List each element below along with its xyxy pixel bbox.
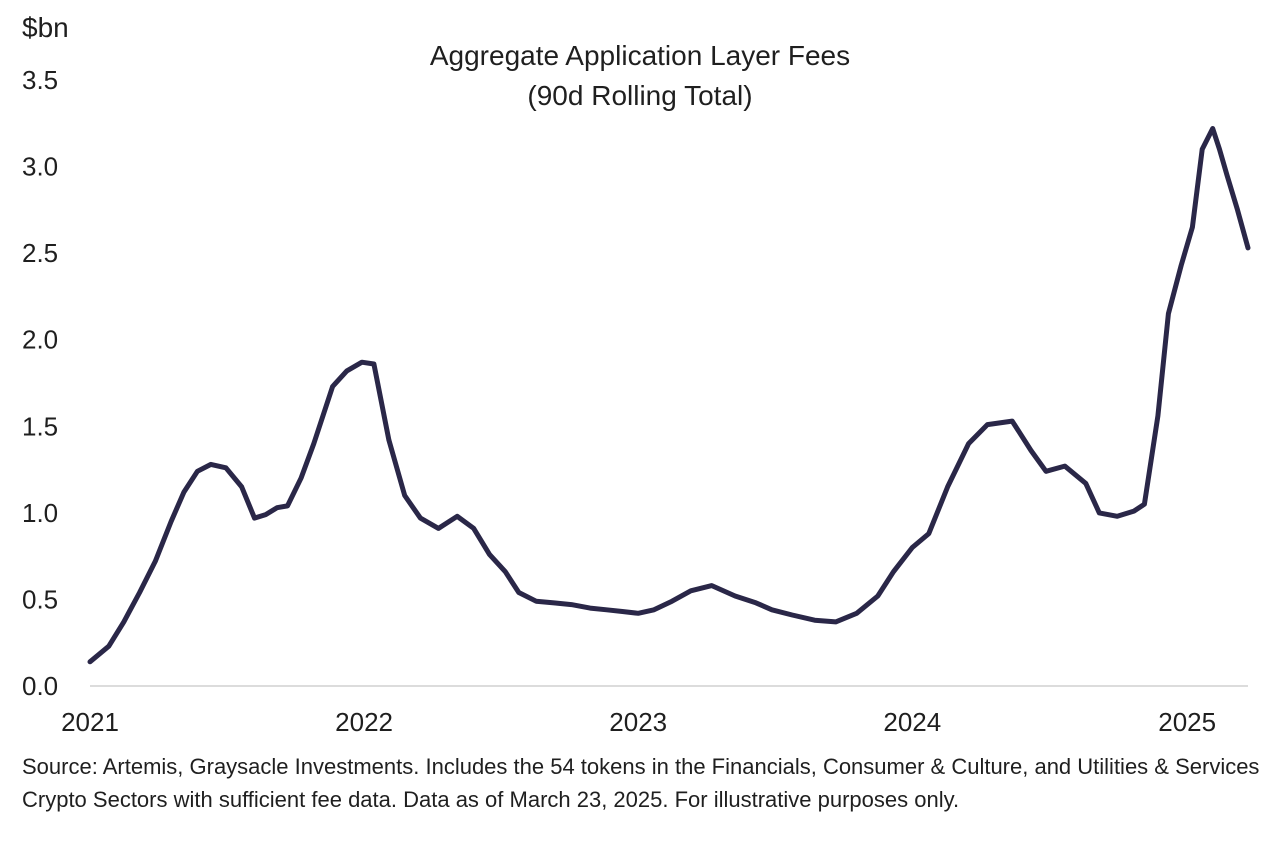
y-tick-label: 2.5 <box>22 238 58 268</box>
y-tick-label: 3.5 <box>22 65 58 95</box>
source-footnote: Source: Artemis, Graysacle Investments. … <box>22 754 1260 812</box>
y-tick-label: 0.0 <box>22 671 58 701</box>
x-tick-label: 2022 <box>335 707 393 737</box>
y-axis-unit-label: $bn <box>22 12 69 43</box>
y-axis-ticks: 0.0 0.5 1.0 1.5 2.0 2.5 3.0 3.5 <box>22 65 58 701</box>
x-tick-label: 2025 <box>1158 707 1216 737</box>
y-tick-label: 2.0 <box>22 325 58 355</box>
chart-subtitle: (90d Rolling Total) <box>527 80 753 111</box>
y-tick-label: 0.5 <box>22 584 58 614</box>
y-tick-label: 3.0 <box>22 152 58 182</box>
x-axis-ticks: 2021 2022 2023 2024 2025 <box>61 707 1216 737</box>
chart-title: Aggregate Application Layer Fees <box>429 40 851 71</box>
x-tick-label: 2024 <box>883 707 941 737</box>
series-line <box>87 126 1251 665</box>
x-tick-label: 2023 <box>609 707 667 737</box>
y-tick-label: 1.5 <box>22 411 58 441</box>
y-tick-label: 1.0 <box>22 498 58 528</box>
x-tick-label: 2021 <box>61 707 119 737</box>
